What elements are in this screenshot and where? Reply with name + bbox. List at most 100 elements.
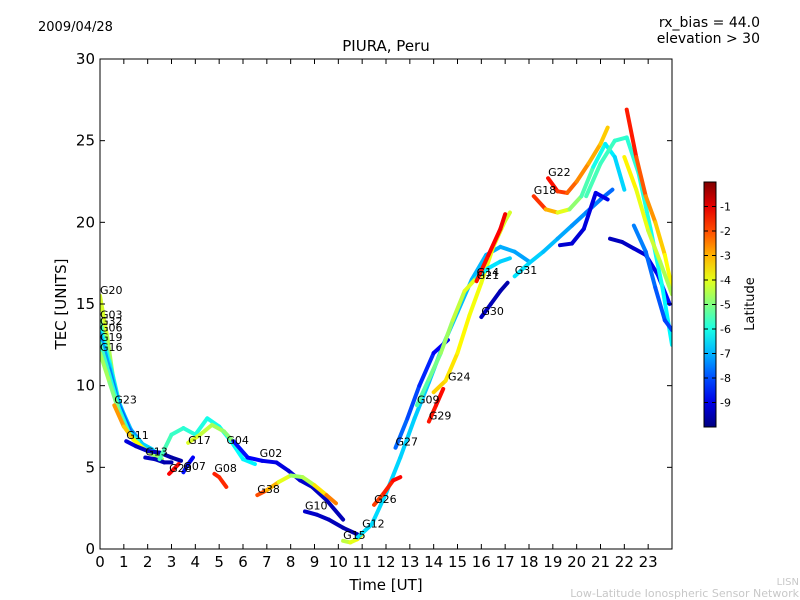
colorbar-tick-label: -9 xyxy=(720,397,731,410)
track-segment xyxy=(431,378,448,395)
track-segment xyxy=(479,302,493,320)
track-segment xyxy=(438,318,455,355)
y-tick-label: 20 xyxy=(76,213,95,231)
colorbar-tick-label: -5 xyxy=(720,299,731,312)
satellite-label: G23 xyxy=(114,393,137,406)
track-segment xyxy=(474,253,491,284)
track-segment xyxy=(512,261,531,279)
track-segment xyxy=(107,380,122,414)
satellite-label: G38 xyxy=(257,483,280,496)
colorbar-tick-label: -2 xyxy=(720,225,731,238)
satellite-label: G14 xyxy=(477,266,500,279)
rx-bias-label: rx_bias = 44.0 xyxy=(659,15,760,31)
track-segment xyxy=(205,416,222,429)
x-tick-label: 1 xyxy=(119,553,129,571)
track-segment xyxy=(138,440,155,452)
x-tick-label: 6 xyxy=(238,553,248,571)
colorbar-tick-label: -8 xyxy=(720,372,731,385)
track-segment xyxy=(100,351,112,385)
track-segment xyxy=(598,138,617,166)
x-tick-label: 14 xyxy=(424,553,443,571)
track-segment xyxy=(634,187,651,233)
series-g34 xyxy=(624,107,672,290)
footer-network: Low-Latitude Ionospheric Sensor Network xyxy=(570,587,799,600)
track-segment xyxy=(288,473,305,480)
track-segment xyxy=(662,318,672,333)
track-segment xyxy=(488,288,503,306)
x-axis-label: Time [UT] xyxy=(348,576,422,594)
track-segment xyxy=(546,176,560,194)
colorbar: -1 -2 -3 -4 -5 -6 -7 -8 -9 xyxy=(703,181,731,428)
x-tick-label: 18 xyxy=(519,553,538,571)
series-g24 xyxy=(431,210,512,395)
track-segment xyxy=(181,426,198,437)
colorbar-tick-label: -4 xyxy=(720,274,731,287)
track-segment xyxy=(653,220,667,257)
satellite-label: G12 xyxy=(362,517,385,530)
colorbar-label: Latitude xyxy=(743,277,758,331)
satellite-label: G32 xyxy=(100,315,123,328)
track-segment xyxy=(121,424,136,442)
x-tick-label: 4 xyxy=(191,553,201,571)
track-segment xyxy=(355,522,374,540)
series-g30 xyxy=(479,280,510,320)
track-segment xyxy=(498,280,510,293)
track-segment xyxy=(264,480,281,493)
track-segment xyxy=(133,444,150,453)
series-g08 xyxy=(212,471,229,489)
track-segment xyxy=(145,449,162,455)
series-g38 xyxy=(255,473,338,506)
series-g02 xyxy=(231,439,346,522)
satellite-label: G06 xyxy=(100,321,123,334)
series-g27 xyxy=(393,337,450,450)
x-tick-label: 20 xyxy=(567,553,586,571)
colorbar-tick-label: -3 xyxy=(720,250,731,263)
track-segment xyxy=(598,125,610,146)
track-segment xyxy=(574,161,591,184)
x-tick-label: 21 xyxy=(591,553,610,571)
track-segment xyxy=(369,491,388,527)
series-g10 xyxy=(302,509,360,537)
track-segment xyxy=(646,228,663,264)
satellite-label: G21 xyxy=(477,269,500,282)
track-segment xyxy=(662,253,672,290)
y-tick-label: 25 xyxy=(76,132,95,150)
series-g36 xyxy=(622,155,672,297)
track-segment xyxy=(210,422,226,434)
satellite-label: G10 xyxy=(305,499,328,512)
track-segment xyxy=(312,483,329,498)
colorbar-tick-label: -1 xyxy=(720,201,731,214)
series-g29 xyxy=(426,386,446,424)
track-segment xyxy=(417,351,436,388)
track-segment xyxy=(653,285,667,323)
chart-title: PIURA, Peru xyxy=(342,37,429,55)
satellite-label: G09 xyxy=(417,393,440,406)
x-tick-label: 0 xyxy=(95,553,105,571)
satellite-label: G07 xyxy=(183,460,206,473)
track-segment xyxy=(171,462,181,471)
track-segment xyxy=(426,403,439,424)
track-segment xyxy=(341,525,360,537)
track-segment xyxy=(455,313,472,355)
series-g11 xyxy=(124,439,184,463)
plot-frame xyxy=(99,58,673,550)
track-segment xyxy=(372,491,386,507)
date-label: 2009/04/28 xyxy=(38,20,113,35)
track-segment xyxy=(608,236,624,244)
track-segment xyxy=(557,241,574,248)
satellite-label: G24 xyxy=(448,370,471,383)
track-segment xyxy=(658,259,672,297)
track-segment xyxy=(486,226,503,257)
x-tick-label: 23 xyxy=(639,553,658,571)
track-segment xyxy=(276,473,293,485)
x-tick-label: 9 xyxy=(310,553,320,571)
satellite-label: G22 xyxy=(548,166,571,179)
satellite-label: G04 xyxy=(226,434,249,447)
track-segment xyxy=(631,223,648,254)
track-segment xyxy=(527,249,546,266)
series-g31 xyxy=(512,187,615,279)
x-tick-label: 13 xyxy=(400,553,419,571)
satellite-label: G15 xyxy=(343,529,366,542)
y-tick-label: 15 xyxy=(76,295,95,313)
